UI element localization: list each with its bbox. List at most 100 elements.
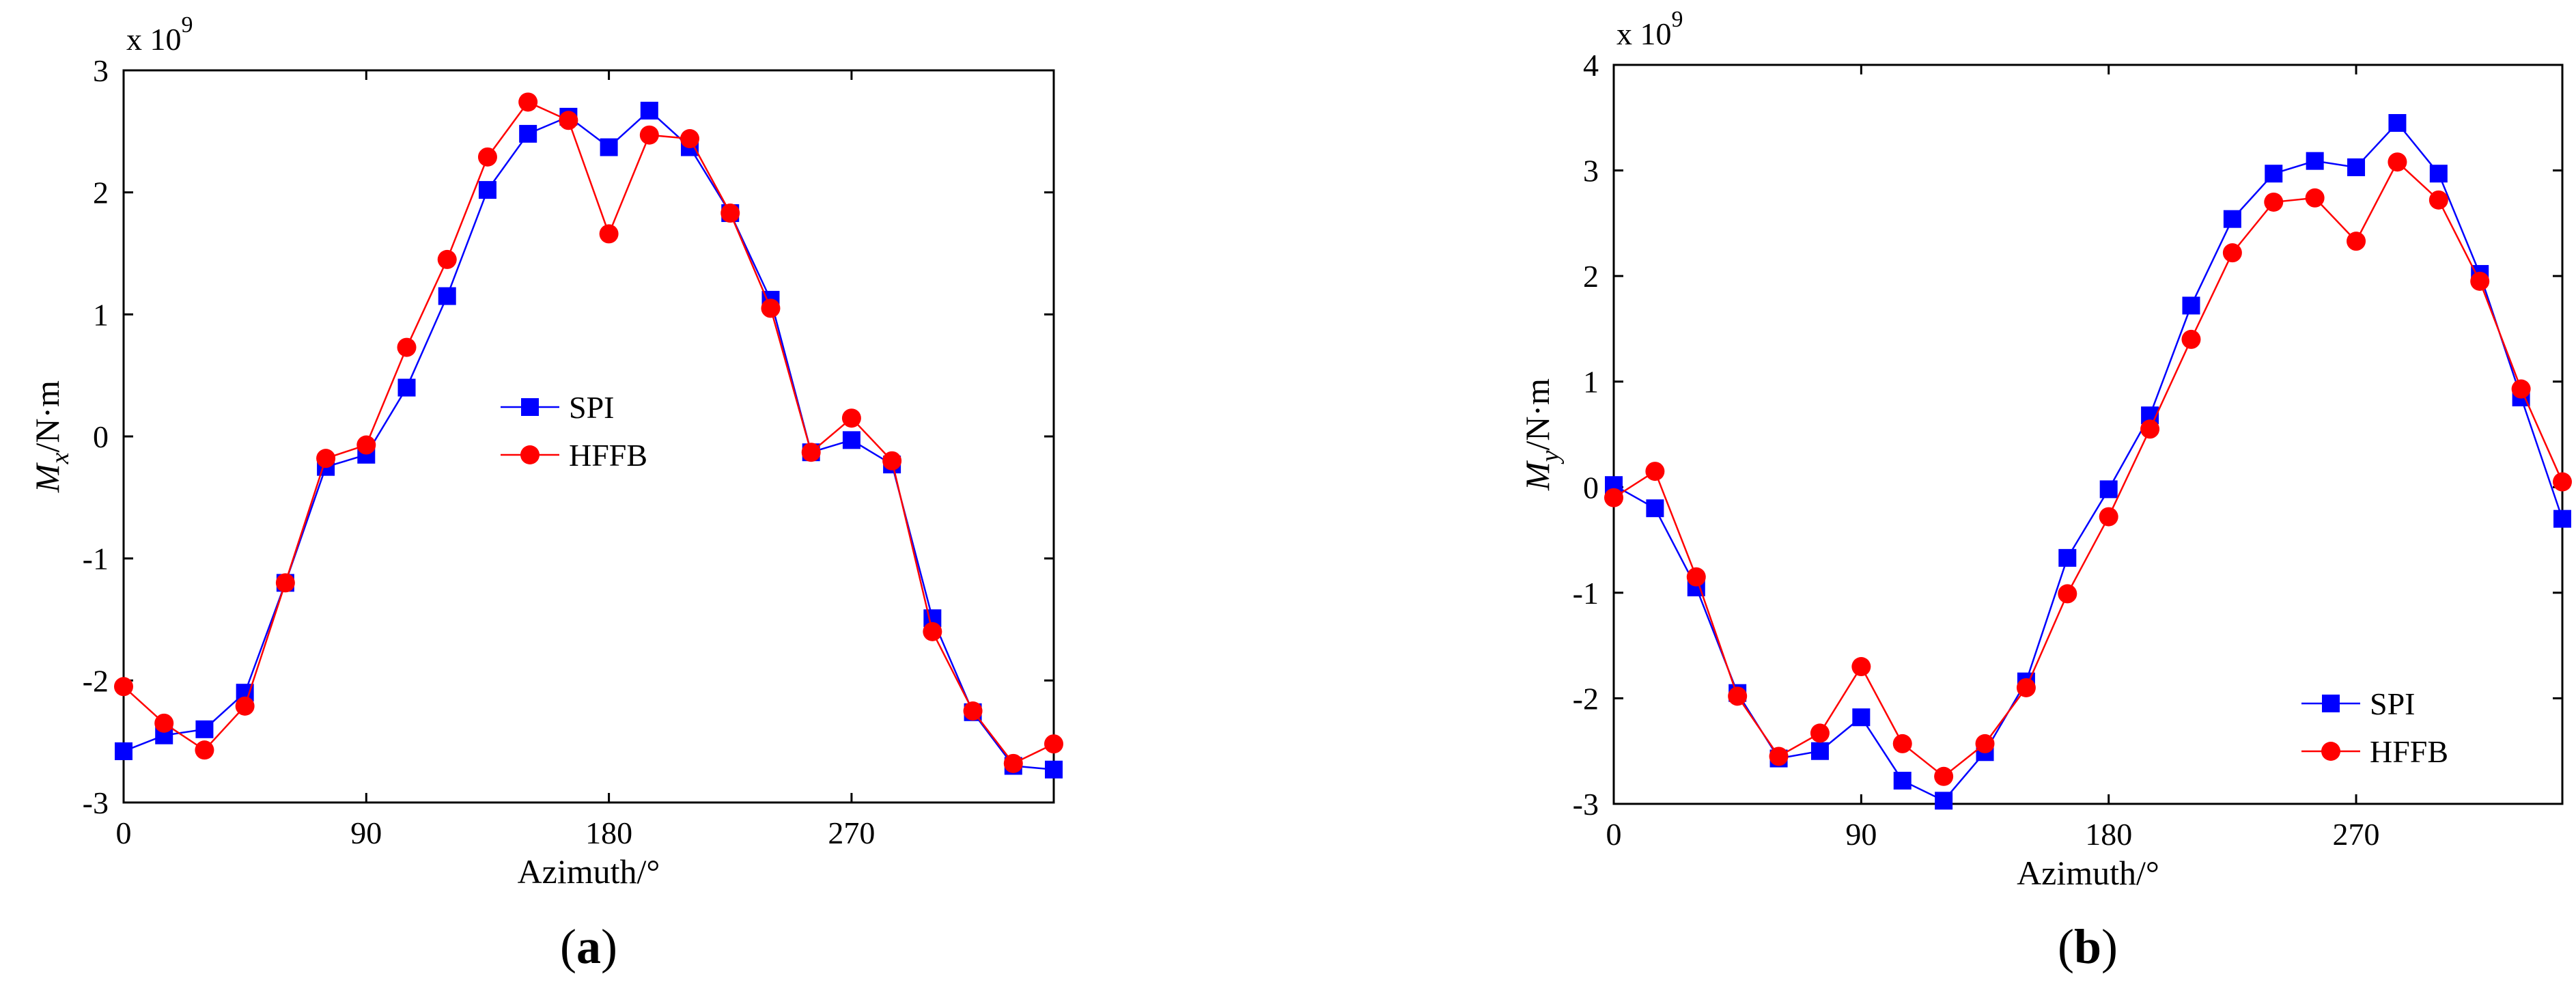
data-point-hffb bbox=[841, 408, 861, 428]
x-tick-label: 180 bbox=[585, 815, 632, 850]
data-point-hffb bbox=[2181, 329, 2201, 349]
data-point-hffb bbox=[2140, 419, 2160, 439]
data-point-hffb bbox=[2511, 379, 2531, 399]
data-point-hffb bbox=[559, 111, 578, 130]
data-point-hffb bbox=[1769, 746, 1789, 766]
data-point-hffb bbox=[1686, 567, 1706, 587]
y-axis-label-subscript: y bbox=[1536, 450, 1565, 464]
data-point-hffb bbox=[195, 740, 214, 760]
panel-a: -3 -2 -1 0 1 2 3 0 90 180 270 x 109 Azimuth/° Mx/N·m S… bbox=[28, 12, 1063, 974]
data-point-spi bbox=[195, 720, 214, 738]
legend-label: SPI bbox=[2370, 686, 2415, 721]
legend: SPI HFFB bbox=[501, 390, 647, 473]
panel-label: (b) bbox=[2058, 919, 2118, 974]
y-axis-label: Mx/N·m bbox=[28, 380, 74, 493]
y-multiplier-exponent: 9 bbox=[1672, 7, 1683, 32]
data-point-spi bbox=[1810, 742, 1829, 760]
data-point-hffb bbox=[2347, 232, 2366, 251]
data-point-hffb bbox=[1851, 657, 1871, 677]
legend-marker bbox=[2321, 742, 2340, 761]
data-point-hffb bbox=[680, 129, 700, 149]
y-tick-label: 1 bbox=[93, 297, 109, 332]
data-point-spi bbox=[2182, 296, 2200, 315]
y-axis-label-units: /N·m bbox=[1518, 378, 1556, 451]
data-point-hffb bbox=[2305, 188, 2325, 208]
y-tick-label: -2 bbox=[83, 663, 109, 698]
data-point-hffb bbox=[477, 147, 497, 167]
data-point-hffb bbox=[316, 449, 336, 469]
data-point-hffb bbox=[1645, 462, 1665, 481]
data-point-hffb bbox=[275, 573, 295, 593]
data-point-hffb bbox=[882, 451, 902, 471]
x-tick-label: 180 bbox=[2085, 817, 2132, 852]
data-point-spi bbox=[519, 124, 537, 143]
y-tick-label: 0 bbox=[1583, 470, 1599, 505]
x-tick-label: 0 bbox=[1606, 817, 1622, 852]
data-point-hffb bbox=[1728, 686, 1748, 706]
data-point-spi bbox=[438, 287, 456, 305]
data-point-spi bbox=[2388, 114, 2407, 132]
y-tick-label: 3 bbox=[93, 53, 109, 88]
data-point-spi bbox=[397, 378, 416, 397]
data-point-spi bbox=[2553, 510, 2571, 528]
plot-frame bbox=[1612, 64, 2564, 805]
data-point-spi bbox=[115, 742, 132, 760]
x-axis-label: Azimuth/° bbox=[2017, 854, 2159, 892]
data-point-hffb bbox=[518, 92, 538, 112]
x-tick-label: 270 bbox=[2333, 817, 2380, 852]
data-point-hffb bbox=[720, 204, 740, 223]
x-tick-label: 270 bbox=[828, 815, 875, 850]
data-point-hffb bbox=[1892, 734, 1912, 753]
panel-label: (a) bbox=[560, 919, 617, 974]
y-axis-label-subscript: x bbox=[46, 452, 74, 464]
legend-label: HFFB bbox=[569, 438, 647, 473]
data-point-hffb bbox=[2016, 678, 2036, 697]
y-multiplier-base: x 10 bbox=[1616, 16, 1672, 51]
y-tick-label: 4 bbox=[1583, 48, 1599, 83]
y-multiplier-exponent: 9 bbox=[182, 12, 193, 38]
y-multiplier-base: x 10 bbox=[126, 22, 182, 57]
y-axis-label-units: /N·m bbox=[28, 380, 66, 453]
data-point-hffb bbox=[801, 443, 821, 462]
data-point-hffb bbox=[1604, 488, 1623, 507]
series-line-spi bbox=[1613, 122, 2564, 802]
data-point-spi bbox=[2058, 548, 2077, 567]
data-point-hffb bbox=[1975, 734, 1995, 753]
panel-label-close: ) bbox=[601, 919, 617, 974]
legend-marker bbox=[2322, 695, 2340, 712]
legend-label: HFFB bbox=[2370, 734, 2448, 769]
x-tick-label: 0 bbox=[116, 815, 132, 850]
y-tick-label: -1 bbox=[83, 542, 109, 576]
data-point-hffb bbox=[154, 713, 174, 733]
data-point-hffb bbox=[2222, 243, 2242, 263]
legend: SPI HFFB bbox=[2301, 686, 2448, 769]
data-point-hffb bbox=[639, 125, 659, 145]
data-point-spi bbox=[478, 181, 496, 199]
data-point-spi bbox=[2099, 480, 2118, 499]
data-point-spi bbox=[1646, 499, 1664, 518]
data-point-spi bbox=[1852, 708, 1871, 727]
y-tick-label: -3 bbox=[83, 785, 109, 820]
data-point-hffb bbox=[2058, 584, 2077, 604]
data-point-hffb bbox=[2099, 507, 2118, 527]
legend-marker bbox=[521, 398, 539, 416]
data-point-spi bbox=[1045, 760, 1063, 779]
data-point-hffb bbox=[963, 701, 983, 721]
data-point-hffb bbox=[437, 249, 457, 269]
y-axis-label: My/N·m bbox=[1518, 378, 1565, 491]
data-point-hffb bbox=[2428, 190, 2448, 210]
series-hffb bbox=[1604, 152, 2572, 786]
y-multiplier: x 109 bbox=[126, 12, 193, 57]
data-point-spi bbox=[2306, 152, 2324, 170]
data-point-hffb bbox=[1810, 723, 1830, 743]
plot-frame bbox=[122, 69, 1055, 804]
data-point-hffb bbox=[397, 337, 417, 357]
y-multiplier: x 109 bbox=[1616, 7, 1683, 51]
y-tick-label: 1 bbox=[1583, 365, 1599, 400]
data-point-spi bbox=[2429, 165, 2448, 183]
y-tick-label: 3 bbox=[1583, 154, 1599, 189]
data-point-hffb bbox=[2264, 192, 2284, 212]
data-point-spi bbox=[1935, 792, 1953, 810]
panel-label-close: ) bbox=[2101, 919, 2118, 974]
